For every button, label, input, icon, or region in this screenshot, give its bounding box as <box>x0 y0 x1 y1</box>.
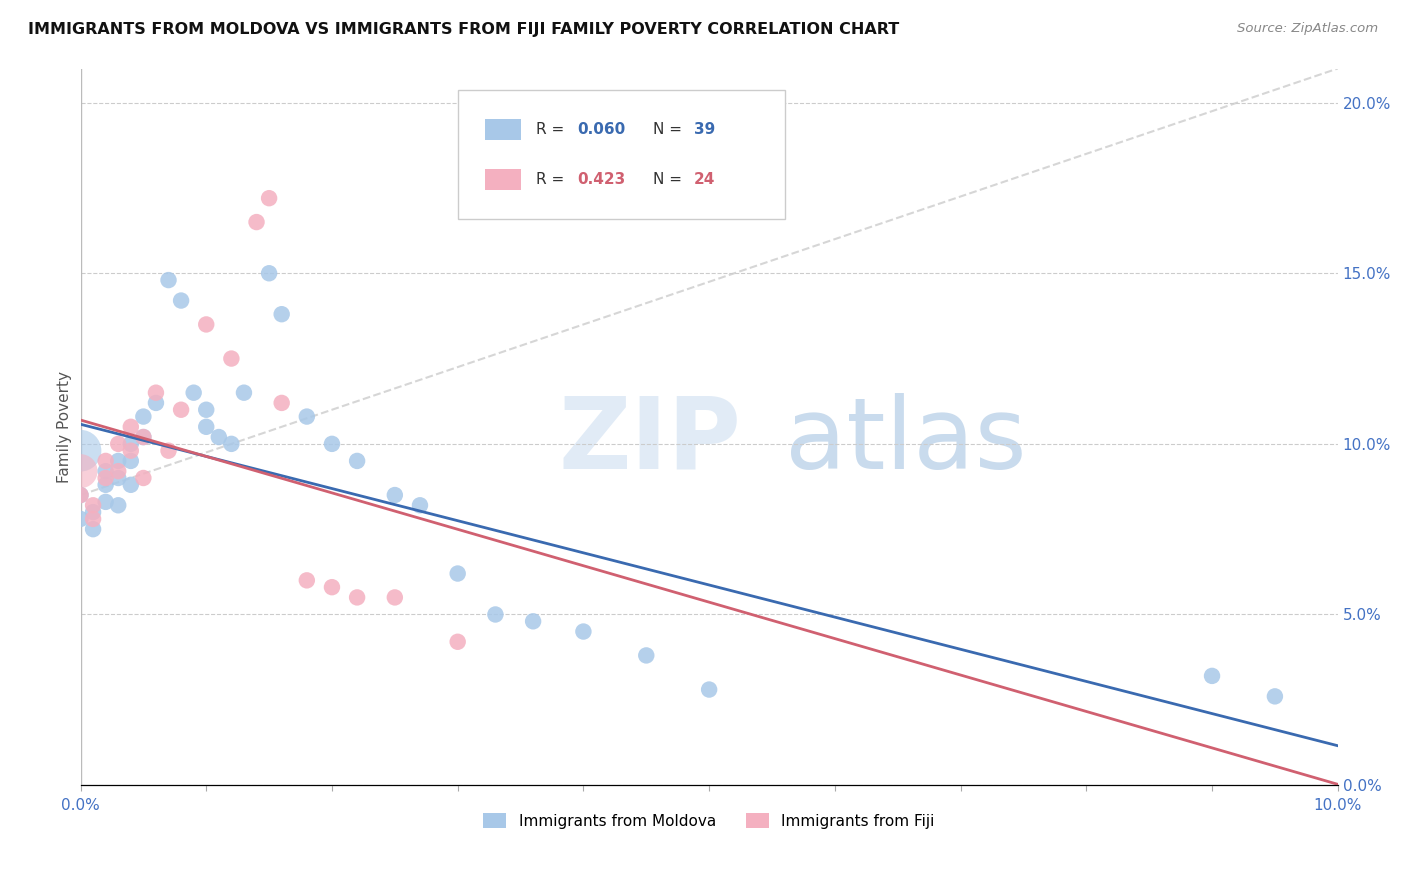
Point <box>132 430 155 444</box>
Y-axis label: Family Poverty: Family Poverty <box>58 371 72 483</box>
Text: R =: R = <box>536 172 569 187</box>
Point <box>107 454 129 468</box>
Point <box>157 443 180 458</box>
Point <box>257 191 280 205</box>
Text: N =: N = <box>652 122 686 136</box>
Point <box>484 607 506 622</box>
Point <box>183 385 205 400</box>
Point <box>321 437 343 451</box>
Point <box>82 498 104 512</box>
Point <box>120 443 142 458</box>
Point <box>132 430 155 444</box>
Point <box>170 293 193 308</box>
Point <box>145 396 167 410</box>
Point <box>132 471 155 485</box>
Point <box>636 648 658 663</box>
Point <box>208 430 231 444</box>
Point <box>120 478 142 492</box>
Point <box>82 522 104 536</box>
Text: R =: R = <box>536 122 569 136</box>
Point <box>270 307 292 321</box>
Point <box>346 591 368 605</box>
Point <box>195 318 218 332</box>
Point <box>697 682 720 697</box>
Point <box>69 488 91 502</box>
Point <box>94 464 117 478</box>
Point <box>132 409 155 424</box>
Point <box>94 454 117 468</box>
Text: 24: 24 <box>695 172 716 187</box>
Text: Source: ZipAtlas.com: Source: ZipAtlas.com <box>1237 22 1378 36</box>
Point <box>82 512 104 526</box>
Point <box>82 505 104 519</box>
Point <box>572 624 595 639</box>
Legend: Immigrants from Moldova, Immigrants from Fiji: Immigrants from Moldova, Immigrants from… <box>477 806 941 835</box>
Point <box>346 454 368 468</box>
Text: atlas: atlas <box>785 392 1026 490</box>
Point <box>170 402 193 417</box>
Text: IMMIGRANTS FROM MOLDOVA VS IMMIGRANTS FROM FIJI FAMILY POVERTY CORRELATION CHART: IMMIGRANTS FROM MOLDOVA VS IMMIGRANTS FR… <box>28 22 900 37</box>
Point <box>145 385 167 400</box>
Point <box>195 419 218 434</box>
Point <box>447 566 470 581</box>
Point <box>107 498 129 512</box>
Point <box>409 498 432 512</box>
Point <box>221 351 243 366</box>
Point <box>69 512 91 526</box>
Text: 10.0%: 10.0% <box>1313 798 1362 813</box>
Point <box>1264 690 1286 704</box>
Bar <box>485 169 520 191</box>
Text: 0.060: 0.060 <box>576 122 626 136</box>
Point <box>257 266 280 280</box>
Point <box>69 443 91 458</box>
Point <box>221 437 243 451</box>
FancyBboxPatch shape <box>458 90 785 219</box>
Point <box>94 495 117 509</box>
Point <box>94 471 117 485</box>
Point <box>270 396 292 410</box>
Point <box>69 464 91 478</box>
Point <box>245 215 267 229</box>
Point <box>384 488 406 502</box>
Point <box>233 385 256 400</box>
Bar <box>485 119 520 140</box>
Text: N =: N = <box>652 172 686 187</box>
Point <box>120 437 142 451</box>
Point <box>522 615 544 629</box>
Point <box>107 437 129 451</box>
Point <box>157 273 180 287</box>
Point <box>69 488 91 502</box>
Text: 0.0%: 0.0% <box>60 798 100 813</box>
Text: 39: 39 <box>695 122 716 136</box>
Text: 0.423: 0.423 <box>576 172 626 187</box>
Point <box>1201 669 1223 683</box>
Point <box>295 409 318 424</box>
Point <box>384 591 406 605</box>
Point <box>195 402 218 417</box>
Point <box>107 471 129 485</box>
Point <box>107 464 129 478</box>
Point <box>120 454 142 468</box>
Point <box>321 580 343 594</box>
Point <box>447 634 470 648</box>
Point <box>120 419 142 434</box>
Text: ZIP: ZIP <box>558 392 741 490</box>
Point <box>295 574 318 588</box>
Point <box>94 478 117 492</box>
